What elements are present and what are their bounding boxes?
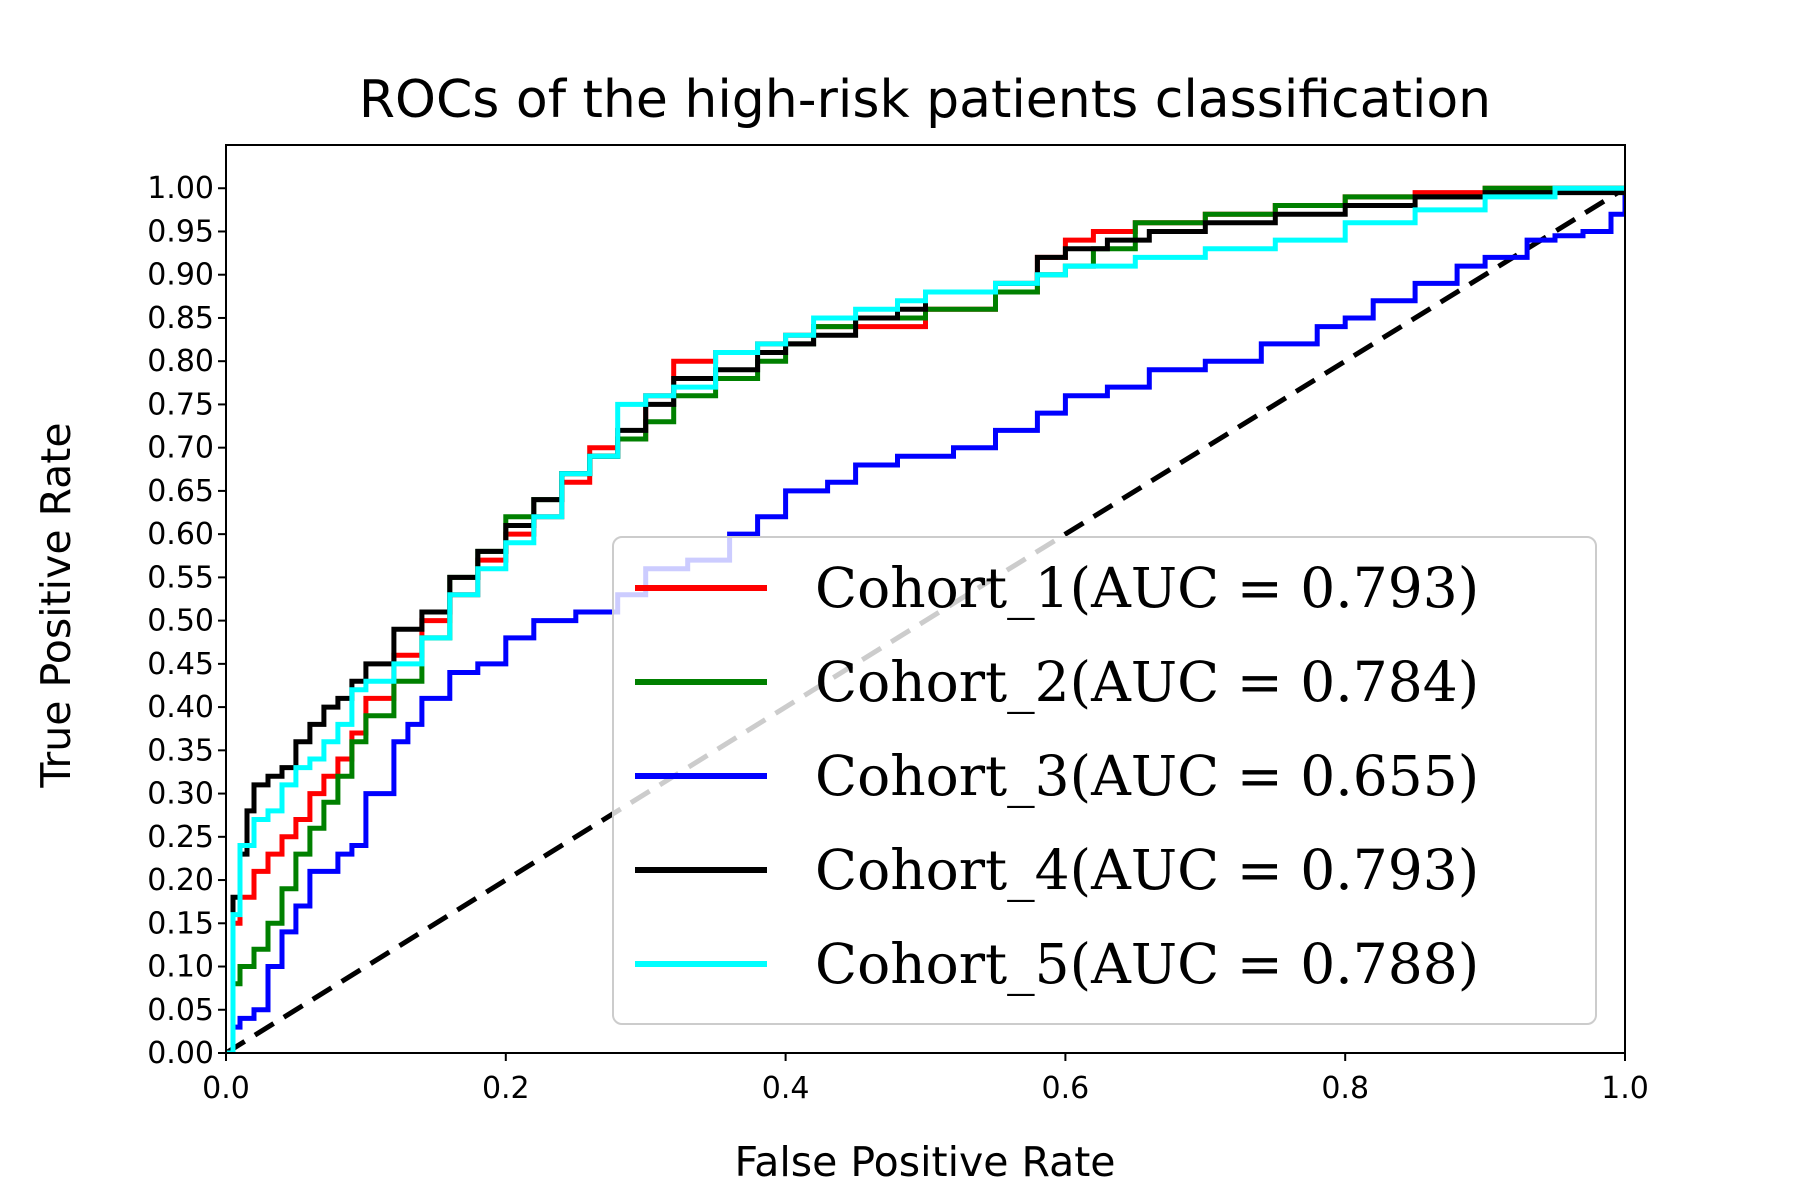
legend-label-cohort-4: Cohort_4(AUC = 0.793) [815, 838, 1479, 902]
y-tick-label: 0.40 [147, 690, 214, 725]
x-tick-label: 0.8 [1321, 1071, 1369, 1106]
x-tick-label: 1.0 [1601, 1071, 1649, 1106]
y-tick-label: 0.60 [147, 517, 214, 552]
y-tick-label: 0.30 [147, 777, 214, 812]
legend-label-cohort-5: Cohort_5(AUC = 0.788) [815, 932, 1479, 996]
legend-box [612, 536, 1597, 1025]
legend-label-cohort-3: Cohort_3(AUC = 0.655) [815, 744, 1479, 808]
legend-label-cohort-2: Cohort_2(AUC = 0.784) [815, 650, 1479, 714]
y-tick-label: 0.15 [147, 906, 214, 941]
y-tick-label: 0.70 [147, 431, 214, 466]
y-tick-label: 0.90 [147, 258, 214, 293]
y-axis-label: True Positive Rate [32, 422, 80, 788]
y-tick-label: 0.85 [147, 301, 214, 336]
x-tick-label: 0.4 [762, 1071, 810, 1106]
y-tick-label: 0.05 [147, 993, 214, 1028]
series-line-cohort-1 [226, 185, 1625, 1053]
x-axis-label: False Positive Rate [734, 1138, 1115, 1186]
x-tick-label: 0.6 [1042, 1071, 1090, 1106]
y-tick-label: 0.95 [147, 214, 214, 249]
y-tick-label: 1.00 [147, 171, 214, 206]
y-tick-label: 0.35 [147, 733, 214, 768]
curves [226, 185, 1625, 1053]
y-tick-label: 0.80 [147, 344, 214, 379]
axes-frame [225, 144, 1626, 1054]
series-line-cohort-5 [226, 185, 1625, 1053]
y-tick-label: 0.00 [147, 1036, 214, 1071]
x-tick-label: 0.2 [482, 1071, 530, 1106]
legend: Cohort_1(AUC = 0.793) Cohort_2(AUC = 0.78… [612, 536, 1597, 1025]
y-tick-label: 0.45 [147, 647, 214, 682]
y-tick-label: 0.75 [147, 387, 214, 422]
y-tick-label: 0.55 [147, 560, 214, 595]
y-tick-label: 0.25 [147, 820, 214, 855]
y-axis-ticks: 0.00 0.05 0.10 0.15 0.20 0.25 0.30 0.35 0.40 0.45… [147, 171, 226, 1071]
plot-area [225, 144, 1626, 1054]
x-axis-ticks: 0.0 0.2 0.4 0.6 0.8 1.0 [202, 1053, 1649, 1106]
x-tick-label: 0.0 [202, 1071, 250, 1106]
y-tick-label: 0.20 [147, 863, 214, 898]
y-tick-label: 0.10 [147, 950, 214, 985]
series-line-cohort-3 [226, 188, 1625, 1053]
y-tick-label: 0.50 [147, 604, 214, 639]
legend-label-cohort-1: Cohort_1(AUC = 0.793) [815, 556, 1479, 620]
y-tick-label: 0.65 [147, 474, 214, 509]
chart-title: ROCs of the high-risk patients classific… [359, 70, 1491, 130]
